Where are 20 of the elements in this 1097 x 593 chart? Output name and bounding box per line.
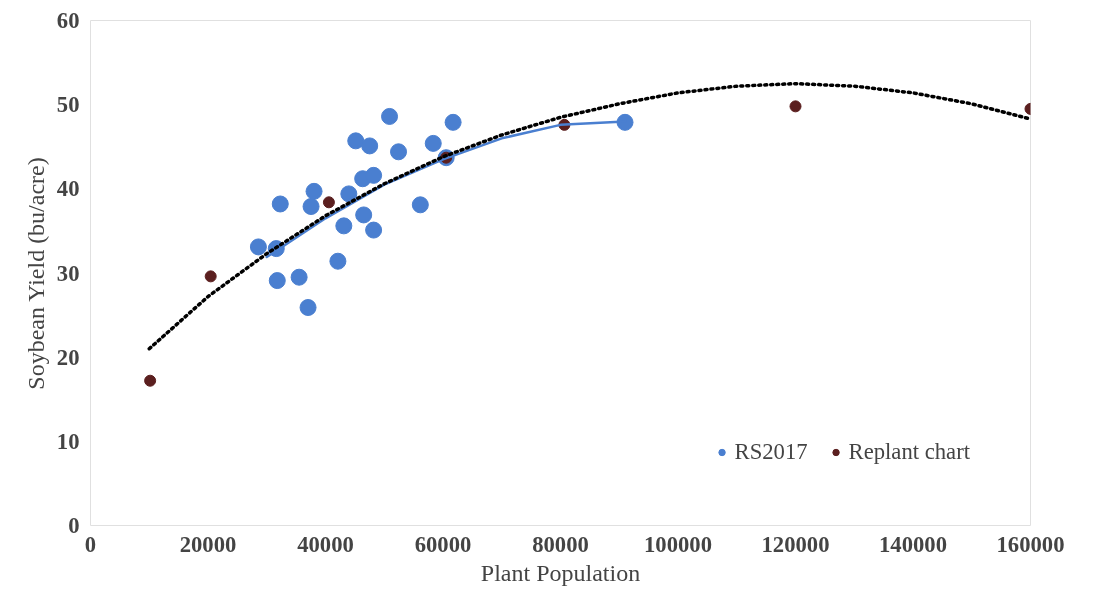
x-tick-label: 80000 xyxy=(532,531,589,557)
x-tick-label: 140000 xyxy=(879,531,947,557)
x-tick-label: 160000 xyxy=(996,531,1065,557)
x-tick-label: 0 xyxy=(84,531,97,557)
y-tick-label: 40 xyxy=(56,176,80,202)
legend-label: Replant chart xyxy=(848,439,970,465)
x-axis-title: Plant Population xyxy=(480,559,641,586)
x-tick-label: 20000 xyxy=(179,531,237,557)
x-tick-label: 60000 xyxy=(414,531,472,557)
y-tick-label: 10 xyxy=(56,428,80,454)
y-tick-label: 20 xyxy=(56,344,80,370)
x-tick-label: 100000 xyxy=(644,531,712,557)
y-tick-label: 60 xyxy=(56,8,80,33)
x-tick-label: 120000 xyxy=(761,531,830,557)
legend-label: RS2017 xyxy=(734,439,808,465)
y-axis-title: Soybean Yield (bu/acre) xyxy=(22,157,49,390)
x-tick-label: 40000 xyxy=(297,531,354,557)
y-tick-label: 30 xyxy=(56,260,80,286)
y-tick-label: 50 xyxy=(56,92,80,118)
y-tick-label: 0 xyxy=(68,513,80,538)
